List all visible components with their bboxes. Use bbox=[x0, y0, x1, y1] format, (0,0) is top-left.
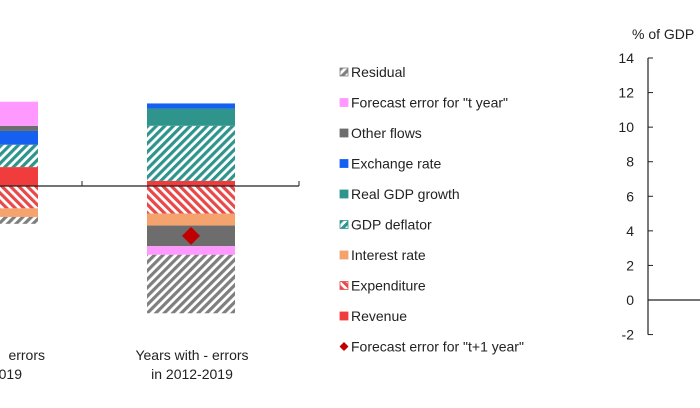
legend-label: Forecast error for "t+1 year" bbox=[351, 339, 524, 355]
y-axis: 14 12 10 8 6 4 2 0 -2 bbox=[618, 50, 700, 343]
bar-segment-revenue bbox=[0, 167, 38, 186]
bar-segment-expenditure bbox=[0, 186, 38, 209]
bar-segment-revenue bbox=[147, 180, 235, 186]
left-chart: errors 019 Years with - errors in 2012-2… bbox=[0, 101, 300, 382]
legend-swatch-fe_t bbox=[339, 98, 349, 107]
legend-label: GDP deflator bbox=[351, 217, 432, 233]
y-tick-label: 14 bbox=[618, 50, 634, 66]
legend-label: Forecast error for "t year" bbox=[351, 95, 508, 111]
bar-segment-interest bbox=[0, 208, 38, 217]
y-tick-label: 0 bbox=[626, 292, 634, 308]
bar-segment-fe_t bbox=[147, 246, 235, 255]
legend-swatch-marker bbox=[339, 342, 349, 351]
legend-swatch-expenditure bbox=[339, 281, 349, 290]
legend-label: Interest rate bbox=[351, 247, 426, 263]
y-axis-title: % of GDP bbox=[632, 26, 694, 42]
y-tick-label: 4 bbox=[626, 223, 634, 239]
legend-label: Real GDP growth bbox=[351, 186, 460, 202]
marker-layer bbox=[182, 226, 200, 245]
forecast-error-t1-marker bbox=[182, 226, 200, 245]
legend-label: Exchange rate bbox=[351, 156, 441, 172]
bar-stacks bbox=[0, 101, 235, 314]
legend-item-residual: Residual bbox=[339, 64, 405, 80]
bar-segment-interest bbox=[147, 213, 235, 226]
legend-item-revenue: Revenue bbox=[339, 308, 407, 324]
legend-swatch-interest bbox=[339, 250, 349, 260]
legend-item-interest: Interest rate bbox=[339, 247, 426, 263]
legend-swatch-deflator bbox=[339, 220, 349, 229]
y-tick-label: 10 bbox=[618, 119, 634, 135]
bar-segment-deflator bbox=[147, 125, 235, 181]
legend-item-fe_t: Forecast error for "t year" bbox=[339, 95, 508, 111]
bar-segment-fx bbox=[0, 130, 38, 145]
legend: Residual Forecast error for "t year" Other… bbox=[339, 64, 524, 355]
category-label-2-line-2: in 2012-2019 bbox=[151, 366, 233, 382]
legend-label: Revenue bbox=[351, 308, 407, 324]
bar-segment-residual bbox=[0, 216, 38, 224]
bar-segment-expenditure bbox=[147, 186, 235, 214]
legend-item-expenditure: Expenditure bbox=[339, 278, 426, 294]
legend-swatch-residual bbox=[339, 67, 349, 77]
y-tick-label: -2 bbox=[622, 327, 635, 343]
bar-segment-fx bbox=[147, 103, 235, 109]
bar-segment-rgdp bbox=[147, 108, 235, 126]
y-tick-label: 6 bbox=[626, 188, 634, 204]
legend-item-deflator: GDP deflator bbox=[339, 217, 432, 233]
legend-swatch-fx bbox=[339, 159, 349, 168]
legend-item-fx: Exchange rate bbox=[339, 156, 441, 172]
legend-swatch-other bbox=[339, 128, 349, 138]
legend-label: Other flows bbox=[351, 125, 422, 141]
y-tick-label: 12 bbox=[618, 85, 634, 101]
bar-segment-fe_t bbox=[0, 101, 38, 126]
bar-segment-other bbox=[0, 125, 38, 131]
legend-label: Residual bbox=[351, 64, 405, 80]
y-tick-label: 2 bbox=[626, 257, 634, 273]
legend-item-marker: Forecast error for "t+1 year" bbox=[339, 339, 524, 355]
category-label-1-line-2: 019 bbox=[0, 366, 22, 382]
category-label-1-line-1: errors bbox=[8, 347, 45, 363]
y-tick-label: 8 bbox=[626, 154, 634, 170]
right-chart: % of GDP 14 12 10 8 6 4 2 0 -2 bbox=[618, 26, 700, 343]
legend-label: Expenditure bbox=[351, 278, 426, 294]
legend-item-other: Other flows bbox=[339, 125, 422, 141]
legend-item-rgdp: Real GDP growth bbox=[339, 186, 460, 202]
bar-segment-residual bbox=[147, 254, 235, 314]
bar-segment-deflator bbox=[0, 144, 38, 168]
legend-swatch-revenue bbox=[339, 311, 349, 321]
legend-swatch-rgdp bbox=[339, 189, 349, 199]
category-label-2-line-1: Years with - errors bbox=[135, 347, 248, 363]
